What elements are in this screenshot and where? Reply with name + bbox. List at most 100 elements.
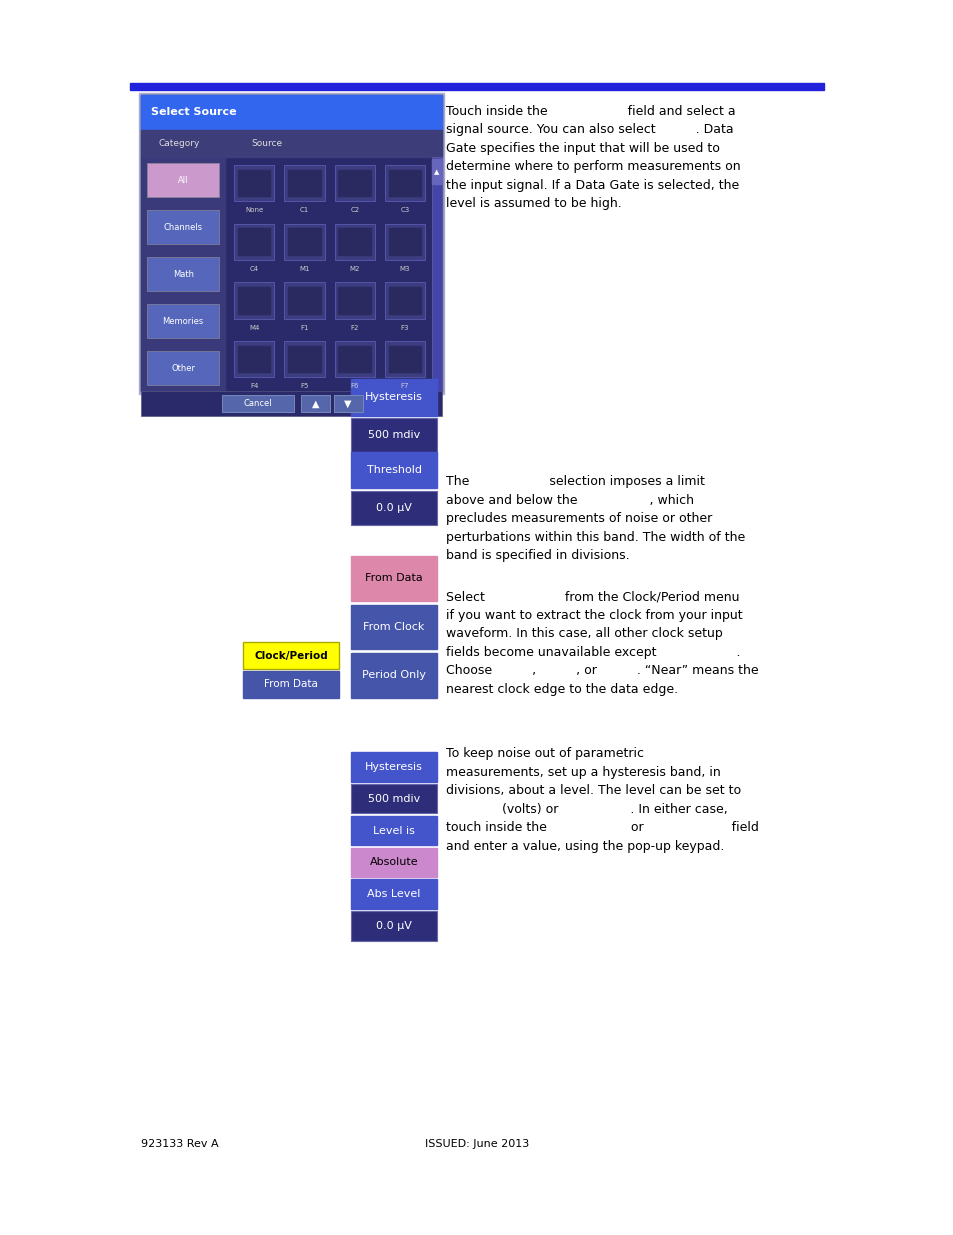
Text: The                    selection imposes a limit
above and below the            : The selection imposes a limit above and …	[446, 475, 745, 562]
Text: F7: F7	[400, 383, 409, 389]
FancyBboxPatch shape	[284, 164, 324, 201]
Text: 0.0 μV: 0.0 μV	[375, 921, 412, 931]
Text: 0.0 μV: 0.0 μV	[375, 503, 412, 513]
FancyBboxPatch shape	[351, 556, 436, 600]
FancyBboxPatch shape	[351, 784, 436, 814]
FancyBboxPatch shape	[139, 93, 443, 394]
Text: F3: F3	[400, 325, 409, 331]
FancyBboxPatch shape	[237, 288, 270, 314]
Text: Period Only: Period Only	[361, 671, 426, 680]
Text: All: All	[177, 175, 189, 185]
FancyBboxPatch shape	[351, 379, 436, 415]
Text: C2: C2	[350, 207, 359, 214]
Text: Threshold: Threshold	[366, 466, 421, 475]
Text: Select                    from the Clock/Period menu
if you want to extract the : Select from the Clock/Period menu if you…	[446, 590, 759, 695]
Text: F6: F6	[350, 383, 358, 389]
FancyBboxPatch shape	[335, 283, 375, 319]
FancyBboxPatch shape	[351, 452, 436, 489]
Text: Clock/Period: Clock/Period	[253, 651, 328, 661]
Text: None: None	[245, 207, 263, 214]
FancyBboxPatch shape	[385, 341, 425, 377]
FancyBboxPatch shape	[351, 847, 436, 877]
FancyBboxPatch shape	[335, 341, 375, 377]
FancyBboxPatch shape	[338, 288, 371, 314]
FancyBboxPatch shape	[243, 671, 338, 698]
FancyBboxPatch shape	[147, 257, 219, 291]
FancyBboxPatch shape	[432, 157, 441, 391]
FancyBboxPatch shape	[335, 164, 375, 201]
FancyBboxPatch shape	[389, 346, 421, 372]
FancyBboxPatch shape	[351, 653, 436, 698]
Text: C4: C4	[250, 266, 258, 272]
Text: F5: F5	[300, 383, 309, 389]
Text: Select Source: Select Source	[151, 107, 236, 117]
Text: C3: C3	[400, 207, 409, 214]
FancyBboxPatch shape	[351, 604, 436, 650]
Text: M1: M1	[299, 266, 310, 272]
FancyBboxPatch shape	[288, 228, 320, 254]
Text: 923133 Rev A: 923133 Rev A	[141, 1139, 218, 1149]
FancyBboxPatch shape	[338, 228, 371, 254]
Text: Channels: Channels	[163, 222, 203, 232]
Text: F1: F1	[300, 325, 309, 331]
Text: ▲: ▲	[312, 399, 319, 409]
FancyBboxPatch shape	[284, 283, 324, 319]
FancyBboxPatch shape	[389, 228, 421, 254]
Text: From Data: From Data	[264, 679, 317, 689]
Text: Hysteresis: Hysteresis	[365, 393, 422, 403]
FancyBboxPatch shape	[351, 419, 436, 452]
FancyBboxPatch shape	[338, 170, 371, 196]
FancyBboxPatch shape	[237, 170, 270, 196]
Text: ISSUED: June 2013: ISSUED: June 2013	[424, 1139, 529, 1149]
FancyBboxPatch shape	[385, 224, 425, 259]
Text: ▲: ▲	[434, 169, 439, 174]
Text: Cancel: Cancel	[243, 399, 273, 409]
FancyBboxPatch shape	[288, 288, 320, 314]
Text: M3: M3	[399, 266, 410, 272]
Text: Memories: Memories	[162, 316, 204, 326]
Text: Absolute: Absolute	[370, 857, 417, 867]
FancyBboxPatch shape	[141, 130, 441, 157]
Text: 500 mdiv: 500 mdiv	[368, 794, 419, 804]
FancyBboxPatch shape	[284, 341, 324, 377]
FancyBboxPatch shape	[147, 351, 219, 385]
FancyBboxPatch shape	[351, 492, 436, 525]
FancyBboxPatch shape	[432, 159, 441, 184]
FancyBboxPatch shape	[389, 288, 421, 314]
FancyBboxPatch shape	[141, 95, 441, 391]
Text: F2: F2	[350, 325, 358, 331]
FancyBboxPatch shape	[237, 346, 270, 372]
FancyBboxPatch shape	[147, 163, 219, 198]
FancyBboxPatch shape	[284, 224, 324, 259]
Text: Level is: Level is	[373, 825, 415, 836]
FancyBboxPatch shape	[288, 170, 320, 196]
Text: Touch inside the                    field and select a
signal source. You can al: Touch inside the field and select a sign…	[446, 105, 740, 210]
Text: M4: M4	[249, 325, 259, 331]
FancyBboxPatch shape	[288, 346, 320, 372]
FancyBboxPatch shape	[233, 164, 274, 201]
FancyBboxPatch shape	[385, 164, 425, 201]
Text: From Clock: From Clock	[363, 622, 424, 632]
FancyBboxPatch shape	[243, 642, 338, 669]
Text: To keep noise out of parametric
measurements, set up a hysteresis band, in
divis: To keep noise out of parametric measurem…	[446, 747, 759, 852]
FancyBboxPatch shape	[147, 304, 219, 338]
FancyBboxPatch shape	[141, 157, 225, 391]
Text: F4: F4	[250, 383, 258, 389]
FancyBboxPatch shape	[389, 170, 421, 196]
FancyBboxPatch shape	[351, 879, 436, 909]
FancyBboxPatch shape	[147, 210, 219, 245]
FancyBboxPatch shape	[233, 341, 274, 377]
FancyBboxPatch shape	[233, 283, 274, 319]
FancyBboxPatch shape	[301, 395, 330, 412]
FancyBboxPatch shape	[233, 224, 274, 259]
FancyBboxPatch shape	[385, 283, 425, 319]
Text: Source: Source	[251, 138, 282, 148]
Text: Hysteresis: Hysteresis	[365, 762, 422, 772]
Text: 500 mdiv: 500 mdiv	[368, 430, 419, 440]
Text: C1: C1	[299, 207, 309, 214]
FancyBboxPatch shape	[335, 224, 375, 259]
Text: Abs Level: Abs Level	[367, 889, 420, 899]
FancyBboxPatch shape	[141, 391, 441, 416]
FancyBboxPatch shape	[338, 346, 371, 372]
Text: Math: Math	[172, 269, 193, 279]
